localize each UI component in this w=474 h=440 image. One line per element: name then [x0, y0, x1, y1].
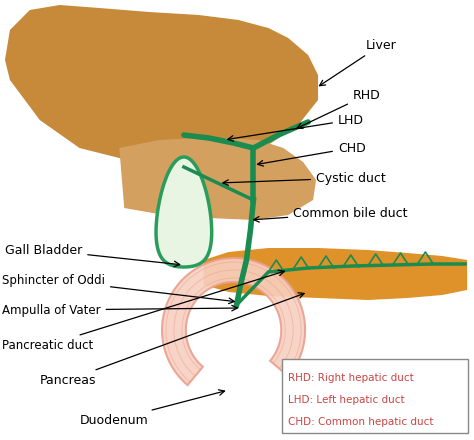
Polygon shape	[119, 138, 316, 220]
Text: CHD: CHD	[257, 142, 365, 166]
Text: Duodenum: Duodenum	[80, 390, 225, 426]
Text: Sphincter of Oddi: Sphincter of Oddi	[2, 274, 234, 304]
Polygon shape	[156, 157, 212, 267]
Text: Cystic duct: Cystic duct	[223, 172, 386, 185]
Text: LHD: Left hepatic duct: LHD: Left hepatic duct	[288, 395, 405, 405]
Text: LHD: LHD	[228, 114, 364, 141]
Text: CHD: Common hepatic duct: CHD: Common hepatic duct	[288, 417, 434, 427]
Text: Pancreas: Pancreas	[40, 293, 304, 386]
Text: Liver: Liver	[319, 39, 396, 86]
Text: Gall Bladder: Gall Bladder	[5, 243, 180, 267]
FancyBboxPatch shape	[282, 359, 468, 433]
Polygon shape	[5, 5, 318, 162]
Polygon shape	[162, 258, 305, 385]
Text: RHD: RHD	[297, 88, 381, 128]
Text: Pancreatic duct: Pancreatic duct	[2, 270, 284, 352]
Polygon shape	[204, 248, 467, 300]
Text: Ampulla of Vater: Ampulla of Vater	[2, 304, 237, 316]
Text: RHD: Right hepatic duct: RHD: Right hepatic duct	[288, 373, 414, 383]
Text: Common bile duct: Common bile duct	[254, 206, 408, 222]
